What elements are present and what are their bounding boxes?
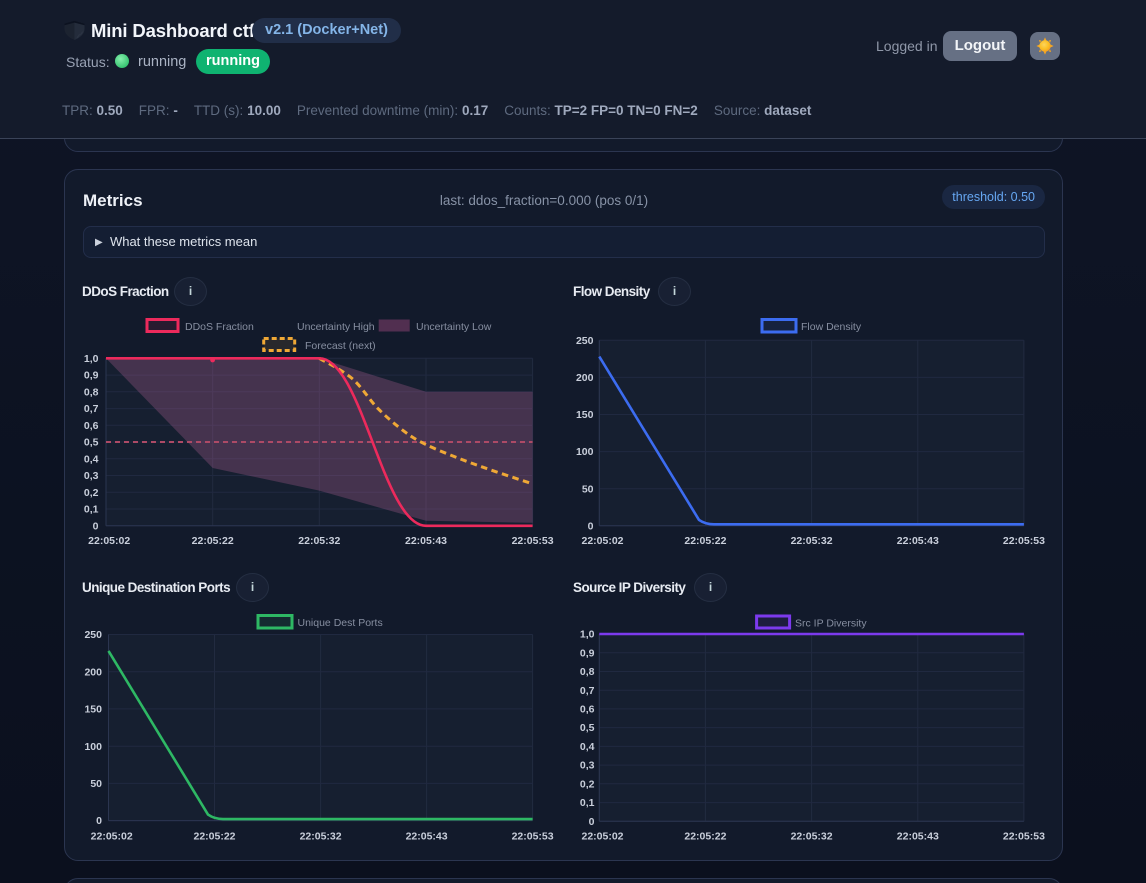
- svg-text:22:05:02: 22:05:02: [88, 535, 130, 547]
- svg-text:100: 100: [576, 446, 594, 458]
- svg-text:0: 0: [588, 520, 594, 532]
- svg-text:0,8: 0,8: [84, 386, 99, 398]
- svg-text:50: 50: [90, 778, 102, 790]
- svg-text:22:05:22: 22:05:22: [192, 535, 234, 547]
- svg-text:0,6: 0,6: [580, 704, 595, 716]
- svg-text:0,9: 0,9: [84, 370, 99, 382]
- svg-text:0,4: 0,4: [84, 453, 99, 465]
- svg-text:DDoS Fraction: DDoS Fraction: [185, 321, 254, 333]
- svg-text:22:05:43: 22:05:43: [406, 831, 448, 843]
- svg-text:22:05:43: 22:05:43: [897, 831, 939, 843]
- svg-text:0: 0: [96, 815, 102, 827]
- svg-text:22:05:02: 22:05:02: [91, 831, 133, 843]
- svg-text:0,3: 0,3: [580, 760, 595, 772]
- svg-text:22:05:53: 22:05:53: [1003, 831, 1045, 843]
- svg-text:0,5: 0,5: [84, 437, 99, 449]
- svg-text:22:05:02: 22:05:02: [581, 535, 623, 547]
- svg-text:200: 200: [84, 666, 102, 678]
- svg-text:0,6: 0,6: [84, 420, 99, 432]
- svg-text:0,7: 0,7: [580, 685, 595, 697]
- svg-text:22:05:32: 22:05:32: [300, 831, 342, 843]
- svg-text:150: 150: [84, 704, 102, 716]
- svg-text:0,2: 0,2: [84, 487, 99, 499]
- svg-text:22:05:22: 22:05:22: [684, 535, 726, 547]
- svg-text:0,4: 0,4: [580, 741, 595, 753]
- svg-text:Flow Density: Flow Density: [801, 321, 862, 333]
- svg-text:0,8: 0,8: [580, 666, 595, 678]
- svg-text:1,0: 1,0: [580, 629, 595, 641]
- svg-text:22:05:43: 22:05:43: [897, 535, 939, 547]
- svg-text:0,2: 0,2: [580, 778, 595, 790]
- svg-text:0: 0: [93, 520, 99, 532]
- svg-text:22:05:32: 22:05:32: [791, 831, 833, 843]
- svg-text:22:05:53: 22:05:53: [1003, 535, 1045, 547]
- svg-text:0,1: 0,1: [580, 797, 595, 809]
- svg-text:100: 100: [84, 741, 102, 753]
- svg-text:0,9: 0,9: [580, 647, 595, 659]
- svg-text:22:05:53: 22:05:53: [512, 535, 554, 547]
- svg-text:200: 200: [576, 372, 594, 384]
- svg-text:22:05:43: 22:05:43: [405, 535, 447, 547]
- svg-text:22:05:32: 22:05:32: [298, 535, 340, 547]
- svg-text:0,3: 0,3: [84, 470, 99, 482]
- svg-text:Forecast (next): Forecast (next): [305, 340, 376, 352]
- svg-text:Src IP Diversity: Src IP Diversity: [795, 618, 867, 630]
- svg-text:250: 250: [84, 629, 102, 641]
- svg-text:1,0: 1,0: [84, 353, 99, 365]
- svg-text:22:05:22: 22:05:22: [193, 831, 235, 843]
- svg-text:Unique Dest Ports: Unique Dest Ports: [298, 617, 383, 629]
- svg-text:0,5: 0,5: [580, 722, 595, 734]
- svg-text:250: 250: [576, 335, 594, 347]
- svg-text:150: 150: [576, 409, 594, 421]
- svg-text:0,7: 0,7: [84, 403, 99, 415]
- svg-text:Uncertainty High: Uncertainty High: [297, 321, 375, 333]
- svg-text:50: 50: [582, 483, 594, 495]
- svg-text:0,1: 0,1: [84, 504, 99, 516]
- svg-text:0: 0: [589, 816, 595, 828]
- svg-text:Uncertainty Low: Uncertainty Low: [416, 321, 492, 333]
- svg-text:22:05:22: 22:05:22: [684, 831, 726, 843]
- svg-text:22:05:32: 22:05:32: [791, 535, 833, 547]
- svg-text:22:05:53: 22:05:53: [512, 831, 554, 843]
- svg-text:22:05:02: 22:05:02: [581, 831, 623, 843]
